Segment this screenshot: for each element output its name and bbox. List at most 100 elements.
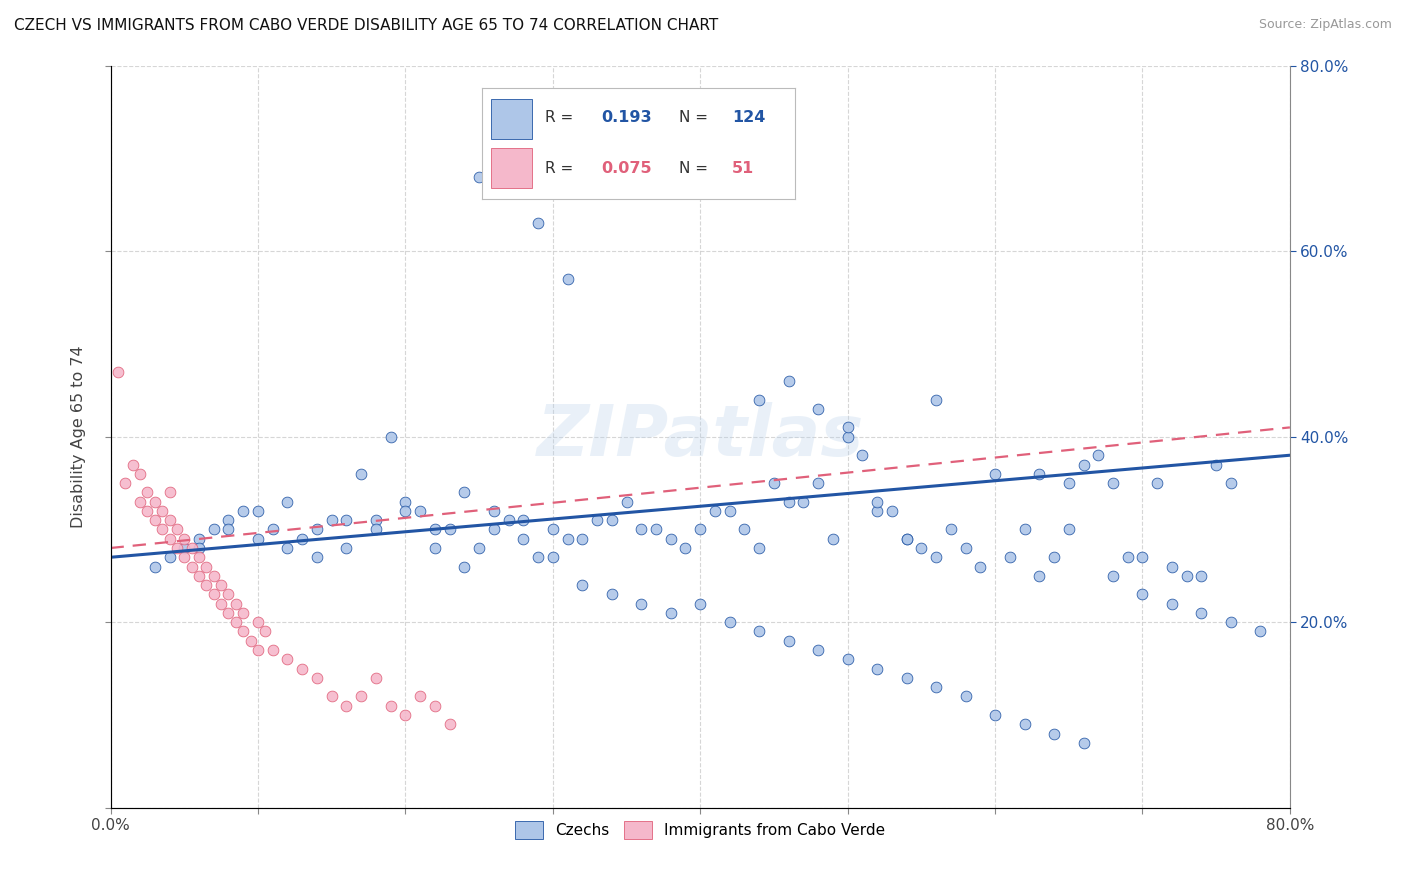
Point xyxy=(423,523,446,537)
Point xyxy=(1161,597,1184,611)
Point xyxy=(939,523,962,537)
Point xyxy=(202,569,225,583)
Point xyxy=(262,643,284,657)
Point xyxy=(350,690,373,704)
Point xyxy=(837,430,859,444)
Point xyxy=(114,476,136,491)
Point xyxy=(232,504,254,518)
Point xyxy=(1116,550,1139,565)
Point xyxy=(143,494,166,508)
Point xyxy=(394,504,416,518)
Point xyxy=(1102,569,1125,583)
Point xyxy=(571,578,593,592)
Point xyxy=(276,541,298,555)
Point xyxy=(173,541,195,555)
Point xyxy=(225,597,247,611)
Point xyxy=(807,643,830,657)
Point xyxy=(659,532,682,546)
Point xyxy=(778,374,800,388)
Point xyxy=(482,504,505,518)
Point xyxy=(159,513,181,527)
Point xyxy=(866,494,889,508)
Point xyxy=(246,643,269,657)
Point xyxy=(1043,726,1066,740)
Point xyxy=(689,523,711,537)
Point xyxy=(541,550,564,565)
Point xyxy=(630,597,652,611)
Point xyxy=(364,671,387,685)
Point xyxy=(453,485,475,500)
Point xyxy=(136,504,159,518)
Point xyxy=(254,624,277,639)
Point xyxy=(439,717,461,731)
Point xyxy=(733,523,755,537)
Point xyxy=(1073,458,1095,472)
Point xyxy=(1087,448,1109,462)
Point xyxy=(335,513,357,527)
Point xyxy=(880,504,903,518)
Point xyxy=(225,615,247,630)
Point xyxy=(527,216,550,230)
Point xyxy=(143,559,166,574)
Point xyxy=(896,671,918,685)
Point xyxy=(1043,550,1066,565)
Legend: Czechs, Immigrants from Cabo Verde: Czechs, Immigrants from Cabo Verde xyxy=(509,814,891,845)
Point xyxy=(498,513,520,527)
Point xyxy=(150,523,173,537)
Point xyxy=(807,401,830,416)
Point xyxy=(1146,476,1168,491)
Point xyxy=(209,597,232,611)
Point xyxy=(276,494,298,508)
Point xyxy=(173,532,195,546)
Point xyxy=(468,169,491,184)
Point xyxy=(1191,569,1213,583)
Point xyxy=(1191,606,1213,620)
Point xyxy=(925,680,948,694)
Point xyxy=(1132,550,1154,565)
Point xyxy=(335,541,357,555)
Point xyxy=(925,392,948,407)
Point xyxy=(984,467,1007,481)
Point xyxy=(837,420,859,434)
Point xyxy=(955,541,977,555)
Point xyxy=(1205,458,1227,472)
Point xyxy=(527,550,550,565)
Point xyxy=(689,597,711,611)
Point xyxy=(218,606,240,620)
Point xyxy=(1219,615,1241,630)
Point xyxy=(239,633,262,648)
Point xyxy=(195,559,218,574)
Point xyxy=(394,708,416,723)
Point xyxy=(616,494,638,508)
Point xyxy=(748,541,770,555)
Point xyxy=(704,504,727,518)
Point xyxy=(1175,569,1198,583)
Point xyxy=(107,365,129,379)
Point xyxy=(969,559,991,574)
Point xyxy=(218,513,240,527)
Point xyxy=(166,541,188,555)
Point xyxy=(896,532,918,546)
Point xyxy=(778,633,800,648)
Point xyxy=(218,523,240,537)
Point xyxy=(335,698,357,713)
Point xyxy=(321,690,343,704)
Point xyxy=(364,523,387,537)
Point xyxy=(866,662,889,676)
Point xyxy=(380,430,402,444)
Point xyxy=(350,467,373,481)
Point xyxy=(1028,467,1050,481)
Point xyxy=(1073,736,1095,750)
Point xyxy=(232,624,254,639)
Point xyxy=(159,550,181,565)
Point xyxy=(498,133,520,147)
Point xyxy=(409,690,432,704)
Point xyxy=(291,532,314,546)
Point xyxy=(180,541,202,555)
Point xyxy=(984,708,1007,723)
Point xyxy=(821,532,844,546)
Point xyxy=(1219,476,1241,491)
Point xyxy=(188,569,211,583)
Point xyxy=(482,523,505,537)
Point xyxy=(364,513,387,527)
